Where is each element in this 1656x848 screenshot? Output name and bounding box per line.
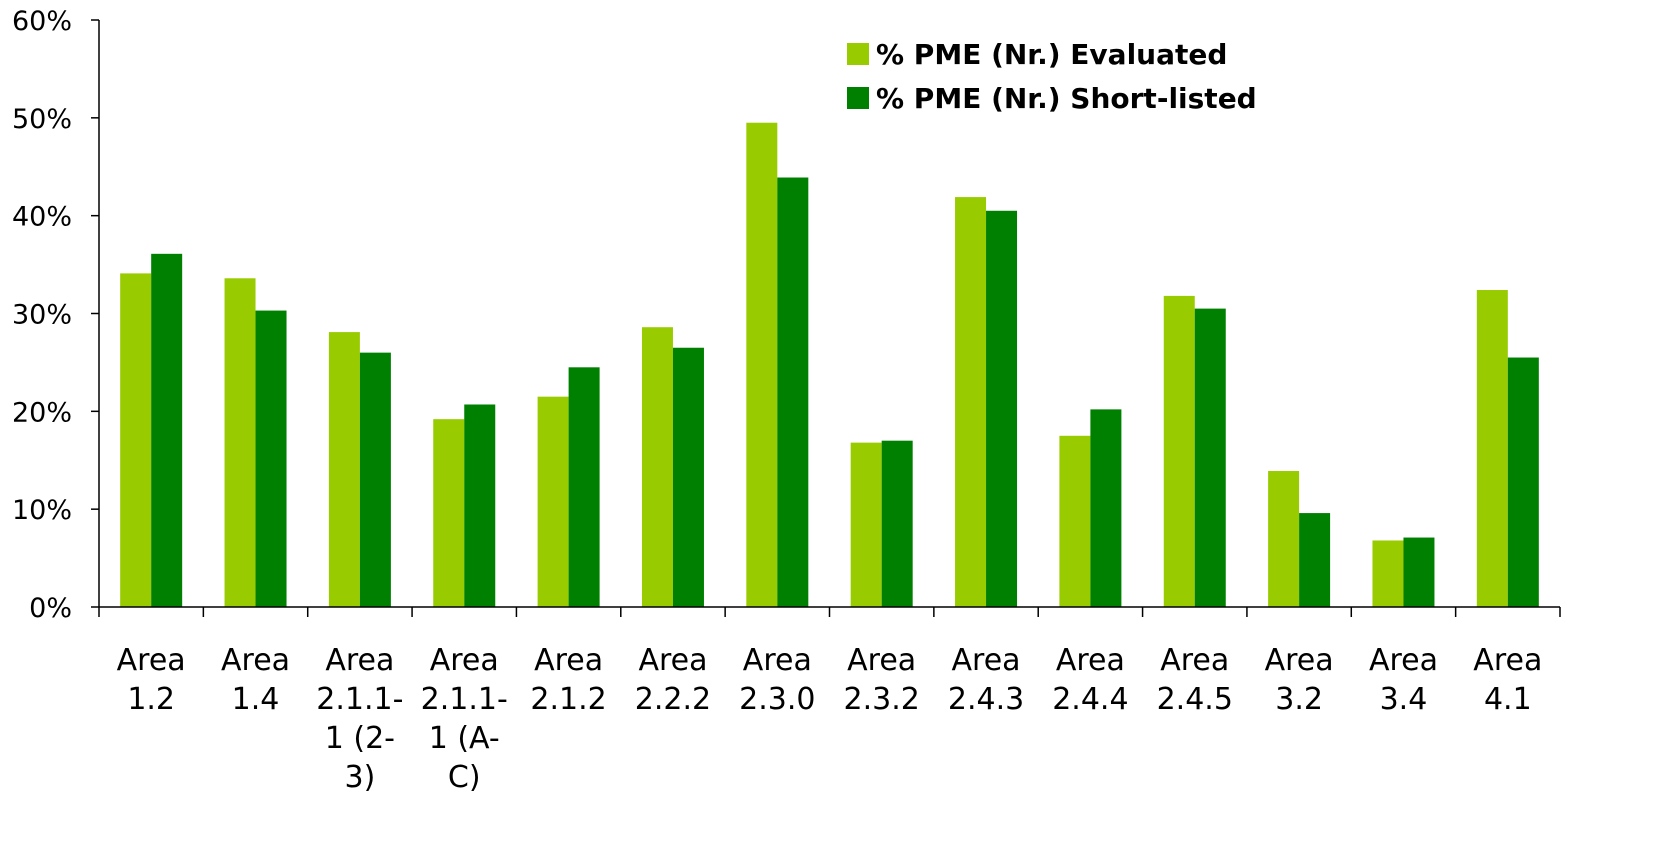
y-tick-label: 50%: [12, 104, 72, 135]
x-category-label-line: Area: [1160, 643, 1229, 678]
x-category-label-line: Area: [1473, 643, 1542, 678]
bar-short-listed: [1299, 513, 1331, 607]
bar-evaluated: [120, 273, 152, 607]
x-category-label-line: Area: [221, 643, 290, 678]
x-category-label-line: 3.2: [1275, 682, 1323, 717]
legend-label-evaluated: % PME (Nr.) Evaluated: [876, 38, 1227, 71]
bar-short-listed: [1090, 409, 1122, 607]
y-tick-label: 10%: [12, 495, 72, 526]
x-category-label: Area 2.4.4: [1052, 643, 1128, 717]
bar-short-listed: [881, 440, 913, 607]
bar-evaluated: [433, 419, 465, 607]
legend-label-short-listed: % PME (Nr.) Short-listed: [876, 82, 1257, 115]
bar-short-listed: [359, 352, 391, 607]
x-category-label: Area 2.3.2: [844, 643, 920, 717]
legend-swatch-short-listed: [847, 87, 869, 109]
legend-swatch-evaluated: [847, 43, 869, 65]
y-tick-label: 20%: [12, 397, 72, 428]
x-category-label: Area 2.1.1- 1 (2- 3): [316, 643, 403, 795]
bar-evaluated: [1163, 295, 1195, 607]
y-tick-label: 0%: [29, 593, 72, 624]
x-category-label-line: C): [448, 760, 481, 795]
x-category-label-line: Area: [117, 643, 186, 678]
bar-evaluated: [328, 332, 360, 607]
x-category-label-line: Area: [952, 643, 1021, 678]
bar-evaluated: [850, 442, 882, 607]
x-category-label: Area 1.2: [117, 643, 186, 717]
x-category-label-line: Area: [534, 643, 603, 678]
x-category-label: Area 2.1.2: [530, 643, 606, 717]
x-category-label-line: 2.4.4: [1052, 682, 1128, 717]
x-category-label: Area 2.4.3: [948, 643, 1024, 717]
x-category-label-line: 2.3.0: [739, 682, 815, 717]
bar-short-listed: [1507, 357, 1539, 607]
x-category-label-line: 1.4: [232, 682, 280, 717]
bar-short-listed: [777, 177, 809, 608]
bar-evaluated: [746, 122, 778, 607]
x-category-label-line: 1.2: [127, 682, 175, 717]
axes-group: [98, 20, 1560, 608]
x-category-label-line: Area: [1265, 643, 1334, 678]
bar-short-listed: [255, 310, 287, 607]
bar-evaluated: [1372, 540, 1404, 607]
bar-evaluated: [1268, 471, 1300, 607]
x-category-label-line: 2.2.2: [635, 682, 711, 717]
x-category-label-line: Area: [743, 643, 812, 678]
x-category-label: Area 2.3.0: [739, 643, 815, 717]
y-tick-label: 30%: [12, 300, 72, 331]
x-category-label-line: 3.4: [1380, 682, 1428, 717]
legend: % PME (Nr.) Evaluated % PME (Nr.) Short-…: [847, 38, 1257, 115]
bar-evaluated: [224, 278, 256, 607]
x-category-label-line: 2.4.5: [1157, 682, 1233, 717]
x-category-label-line: 1 (A-: [429, 721, 500, 756]
x-category-label-line: Area: [638, 643, 707, 678]
y-ticks-group: 0% 10% 20% 30% 40% 50% 60%: [12, 6, 99, 624]
bars-group: [120, 122, 1539, 608]
x-category-label-line: Area: [325, 643, 394, 678]
x-category-label-line: Area: [1369, 643, 1438, 678]
x-category-label-line: 3): [344, 760, 375, 795]
bar-evaluated: [1059, 435, 1091, 607]
x-category-label: Area 1.4: [221, 643, 290, 717]
bar-short-listed: [986, 210, 1018, 607]
bar-short-listed: [568, 367, 600, 607]
x-category-label-line: 2.1.2: [530, 682, 606, 717]
bar-short-listed: [464, 404, 496, 607]
x-category-label: Area 2.2.2: [635, 643, 711, 717]
bar-evaluated: [537, 396, 569, 607]
bar-short-listed: [672, 347, 704, 607]
bar-short-listed: [1194, 308, 1226, 607]
bar-evaluated: [955, 197, 987, 607]
x-category-label-line: 2.3.2: [844, 682, 920, 717]
x-category-label: Area 3.4: [1369, 643, 1438, 717]
bar-short-listed: [151, 253, 183, 608]
x-category-label-line: 4.1: [1484, 682, 1532, 717]
bar-evaluated: [1476, 290, 1508, 607]
y-tick-label: 60%: [12, 6, 72, 37]
x-category-label: Area 4.1: [1473, 643, 1542, 717]
x-category-label: Area 3.2: [1265, 643, 1334, 717]
x-category-label-line: 1 (2-: [325, 721, 395, 756]
bar-short-listed: [1403, 537, 1435, 607]
x-category-label: Area 2.1.1- 1 (A- C): [421, 643, 508, 795]
bar-evaluated: [641, 327, 673, 607]
x-category-label-line: 2.1.1-: [316, 682, 403, 717]
x-ticks-group: Area 1.2 Area 1.4 Area 2.1.1- 1 (2- 3) Area 2.1.1…: [98, 607, 1561, 795]
x-category-label-line: Area: [847, 643, 916, 678]
x-category-label-line: Area: [430, 643, 499, 678]
x-category-label-line: Area: [1056, 643, 1125, 678]
y-tick-label: 40%: [12, 202, 72, 233]
x-category-label-line: 2.1.1-: [421, 682, 508, 717]
x-category-label: Area 2.4.5: [1157, 643, 1233, 717]
x-category-label-line: 2.4.3: [948, 682, 1024, 717]
